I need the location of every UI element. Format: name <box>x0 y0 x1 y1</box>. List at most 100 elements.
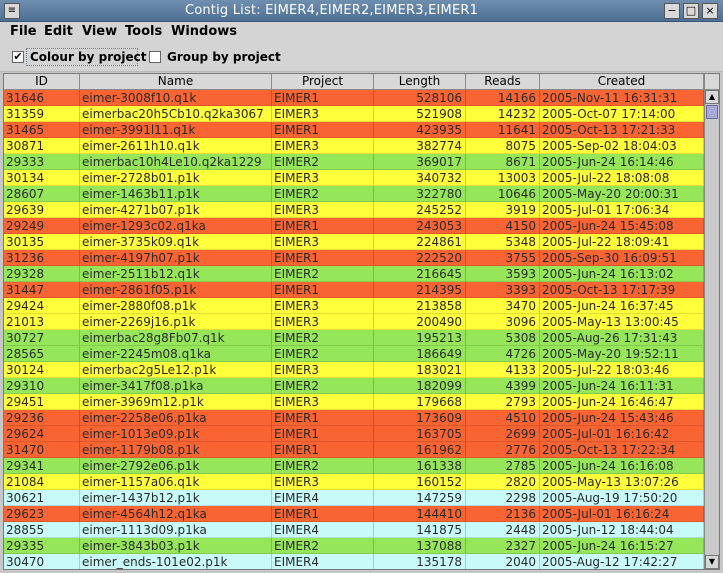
cell-length: 245252 <box>374 202 466 218</box>
contig-table: ID Name Project Length Reads Created 316… <box>3 73 720 570</box>
column-header-created[interactable]: Created <box>540 74 704 90</box>
table-row[interactable]: 30124 eimerbac2g5Le12.p1k EIMER3 183021 4133… <box>4 362 704 378</box>
menu-edit[interactable]: Edit <box>44 24 73 39</box>
cell-id: 29335 <box>4 538 80 554</box>
table-row[interactable]: 31236 eimer-4197h07.p1k EIMER1 222520 3755 20… <box>4 250 704 266</box>
vertical-scrollbar[interactable]: ▲ ▼ <box>704 90 719 569</box>
cell-reads: 5348 <box>466 234 540 250</box>
window-menu-icon[interactable]: ≡ <box>4 3 20 19</box>
table-row[interactable]: 29310 eimer-3417f08.p1ka EIMER2 182099 4399 2… <box>4 378 704 394</box>
minimize-button[interactable]: − <box>664 3 680 19</box>
cell-id: 29624 <box>4 426 80 442</box>
column-header-reads[interactable]: Reads <box>466 74 540 90</box>
title-bar: ≡ Contig List: EIMER4,EIMER2,EIMER3,EIME… <box>0 0 723 22</box>
cell-id: 28607 <box>4 186 80 202</box>
table-row[interactable]: 31447 eimer-2861f05.p1k EIMER1 214395 3393 20… <box>4 282 704 298</box>
cell-project: EIMER2 <box>272 458 374 474</box>
cell-project: EIMER2 <box>272 154 374 170</box>
column-header-length[interactable]: Length <box>374 74 466 90</box>
table-row[interactable]: 30727 eimerbac28g8Fb07.q1k EIMER2 195213 530… <box>4 330 704 346</box>
cell-name: eimer-2728b01.p1k <box>80 170 272 186</box>
table-row[interactable]: 31646 eimer-3008f10.q1k EIMER1 528106 14166 2… <box>4 90 704 106</box>
cell-project: EIMER2 <box>272 538 374 554</box>
table-row[interactable]: 30134 eimer-2728b01.p1k EIMER3 340732 13003 2… <box>4 170 704 186</box>
cell-name: eimer-2792e06.p1k <box>80 458 272 474</box>
cell-name: eimer-2611h10.q1k <box>80 138 272 154</box>
menu-view[interactable]: View <box>82 24 118 39</box>
cell-reads: 2040 <box>466 554 540 569</box>
cell-reads: 2448 <box>466 522 540 538</box>
table-row[interactable]: 30470 eimer_ends-101e02.p1k EIMER4 135178 20… <box>4 554 704 569</box>
table-row[interactable]: 21013 eimer-2269j16.p1k EIMER3 200490 3096 20… <box>4 314 704 330</box>
cell-name: eimer-2880f08.p1k <box>80 298 272 314</box>
table-row[interactable]: 31465 eimer-3991l11.q1k EIMER1 423935 11641 2… <box>4 122 704 138</box>
group-by-project-label[interactable]: Group by project <box>167 50 281 64</box>
table-row[interactable]: 29424 eimer-2880f08.p1k EIMER3 213858 3470 20… <box>4 298 704 314</box>
table-row[interactable]: 30135 eimer-3735k09.q1k EIMER3 224861 5348 20… <box>4 234 704 250</box>
cell-reads: 2136 <box>466 506 540 522</box>
table-row[interactable]: 29451 eimer-3969m12.p1k EIMER3 179668 2793 20… <box>4 394 704 410</box>
scroll-up-icon[interactable]: ▲ <box>705 90 719 104</box>
table-row[interactable]: 31359 eimerbac20h5Cb10.q2ka3067 EIMER3 5219… <box>4 106 704 122</box>
scroll-thumb[interactable] <box>706 105 718 119</box>
cell-length: 213858 <box>374 298 466 314</box>
table-row[interactable]: 29333 eimerbac10h4Le10.q2ka1229 EIMER2 3690… <box>4 154 704 170</box>
cell-id: 30124 <box>4 362 80 378</box>
group-by-project-checkbox[interactable] <box>149 51 161 63</box>
cell-created: 2005-Jun-24 16:37:45 <box>540 298 704 314</box>
colour-by-project-label[interactable]: Colour by project <box>30 50 147 64</box>
cell-created: 2005-Jul-22 18:08:08 <box>540 170 704 186</box>
cell-project: EIMER1 <box>272 426 374 442</box>
cell-reads: 14232 <box>466 106 540 122</box>
table-row[interactable]: 29249 eimer-1293c02.q1ka EIMER1 243053 4150 2… <box>4 218 704 234</box>
column-header-id[interactable]: ID <box>4 74 80 90</box>
cell-length: 135178 <box>374 554 466 569</box>
table-row[interactable]: 28855 eimer-1113d09.p1ka EIMER4 141875 2448 2… <box>4 522 704 538</box>
column-header-name[interactable]: Name <box>80 74 272 90</box>
table-row[interactable]: 29328 eimer-2511b12.q1k EIMER2 216645 3593 20… <box>4 266 704 282</box>
cell-reads: 3393 <box>466 282 540 298</box>
column-header-project[interactable]: Project <box>272 74 374 90</box>
maximize-button[interactable]: □ <box>683 3 699 19</box>
table-row[interactable]: 29623 eimer-4564h12.q1ka EIMER1 144410 2136 2… <box>4 506 704 522</box>
cell-reads: 3919 <box>466 202 540 218</box>
colour-by-project-checkbox[interactable]: ✔ <box>12 50 24 63</box>
table-row[interactable]: 29639 eimer-4271b07.p1k EIMER3 245252 3919 20… <box>4 202 704 218</box>
table-row[interactable]: 30871 eimer-2611h10.q1k EIMER3 382774 8075 20… <box>4 138 704 154</box>
cell-length: 141875 <box>374 522 466 538</box>
cell-reads: 2327 <box>466 538 540 554</box>
table-row[interactable]: 29341 eimer-2792e06.p1k EIMER2 161338 2785 20… <box>4 458 704 474</box>
cell-created: 2005-Aug-19 17:50:20 <box>540 490 704 506</box>
menu-file[interactable]: File <box>10 24 37 39</box>
menu-tools[interactable]: Tools <box>125 24 163 39</box>
cell-project: EIMER2 <box>272 266 374 282</box>
table-row[interactable]: 21084 eimer-1157a06.q1k EIMER3 160152 2820 20… <box>4 474 704 490</box>
cell-id: 28565 <box>4 346 80 362</box>
cell-id: 29341 <box>4 458 80 474</box>
scroll-down-icon[interactable]: ▼ <box>705 555 719 569</box>
table-row[interactable]: 31470 eimer-1179b08.p1k EIMER1 161962 2776 20… <box>4 442 704 458</box>
close-button[interactable]: × <box>702 3 718 19</box>
table-row[interactable]: 30621 eimer-1437b12.p1k EIMER4 147259 2298 20… <box>4 490 704 506</box>
cell-id: 31447 <box>4 282 80 298</box>
cell-length: 528106 <box>374 90 466 106</box>
cell-name: eimer-3991l11.q1k <box>80 122 272 138</box>
cell-created: 2005-Nov-11 16:31:31 <box>540 90 704 106</box>
cell-reads: 14166 <box>466 90 540 106</box>
table-row[interactable]: 28607 eimer-1463b11.p1k EIMER2 322780 10646 2… <box>4 186 704 202</box>
cell-reads: 5308 <box>466 330 540 346</box>
table-row[interactable]: 28565 eimer-2245m08.q1ka EIMER2 186649 4726 2… <box>4 346 704 362</box>
cell-length: 195213 <box>374 330 466 346</box>
cell-reads: 3470 <box>466 298 540 314</box>
cell-reads: 2793 <box>466 394 540 410</box>
menu-windows[interactable]: Windows <box>171 24 238 39</box>
table-row[interactable]: 29335 eimer-3843b03.p1k EIMER2 137088 2327 20… <box>4 538 704 554</box>
table-row[interactable]: 29236 eimer-2258e06.p1ka EIMER1 173609 4510 2… <box>4 410 704 426</box>
cell-name: eimer-3843b03.p1k <box>80 538 272 554</box>
cell-project: EIMER2 <box>272 330 374 346</box>
cell-name: eimer-3969m12.p1k <box>80 394 272 410</box>
cell-name: eimerbac20h5Cb10.q2ka3067 <box>80 106 272 122</box>
cell-name: eimer-1113d09.p1ka <box>80 522 272 538</box>
table-row[interactable]: 29624 eimer-1013e09.p1k EIMER1 163705 2699 20… <box>4 426 704 442</box>
cell-reads: 2776 <box>466 442 540 458</box>
